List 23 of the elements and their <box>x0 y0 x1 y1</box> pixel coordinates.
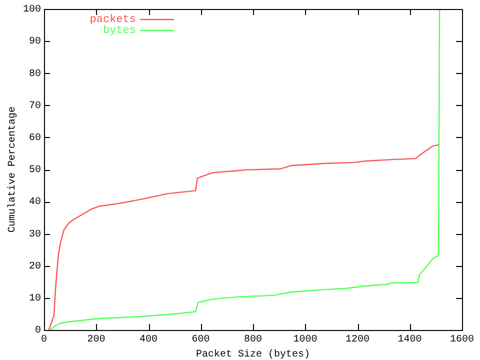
x-tick-label: 1200 <box>345 334 370 346</box>
y-tick-label: 30 <box>28 229 42 240</box>
y-tick-label: 70 <box>28 100 42 112</box>
y-tick-label: 100 <box>22 4 42 16</box>
y-axis-title: Cumulative Percentage <box>6 106 19 233</box>
x-tick-label: 200 <box>87 334 106 346</box>
y-tick-label: 20 <box>28 261 42 272</box>
x-tick-label: 800 <box>244 334 262 346</box>
y-tick-label: 40 <box>28 197 42 208</box>
legend-label: bytes <box>102 24 136 37</box>
legend-label: packets <box>90 14 136 26</box>
y-tick-label: 80 <box>28 68 42 80</box>
y-tick-label: 0 <box>34 326 42 337</box>
x-tick-label: 1600 <box>450 334 474 346</box>
y-tick-label: 10 <box>28 294 42 305</box>
y-tick-label: 50 <box>28 165 42 176</box>
y-tick-label: 90 <box>28 36 42 48</box>
x-tick-label: 600 <box>192 334 210 346</box>
x-tick-label: 1400 <box>398 334 422 346</box>
y-tick-label: 60 <box>28 133 42 144</box>
x-tick-label: 1000 <box>293 334 318 346</box>
x-axis-title: Packet Size (bytes) <box>196 348 310 360</box>
x-tick-label: 400 <box>139 334 158 346</box>
